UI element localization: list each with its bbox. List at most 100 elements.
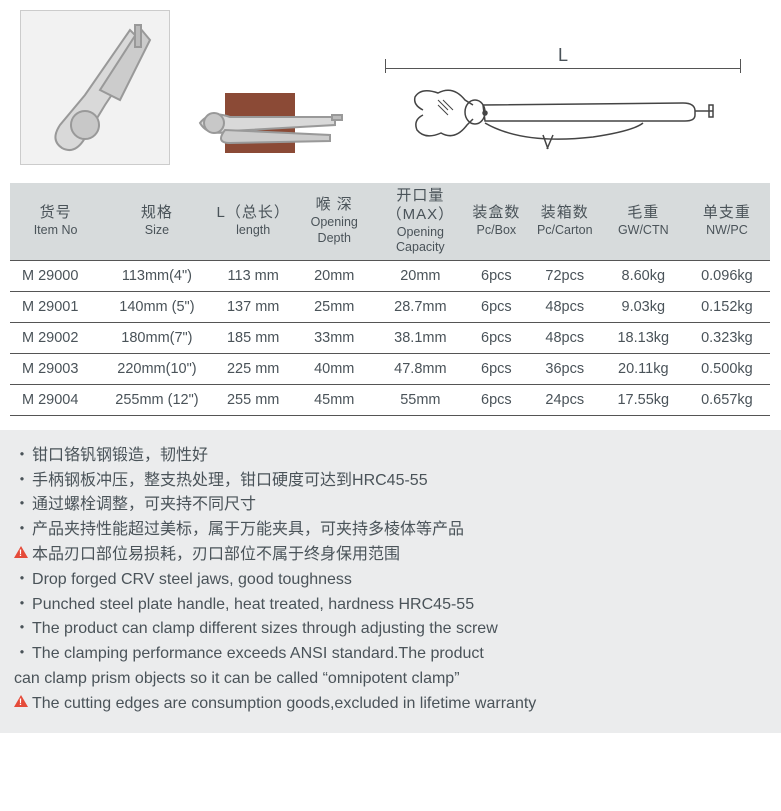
- table-cell: 45mm: [294, 384, 375, 415]
- desc-line: ・产品夹持性能超过美标，属于万能夹具，可夹持多棱体等产品: [14, 518, 767, 543]
- table-cell: 0.657kg: [684, 384, 770, 415]
- table-cell: 0.500kg: [684, 353, 770, 384]
- desc-text: Punched steel plate handle, heat treated…: [32, 596, 474, 613]
- table-cell: 47.8mm: [375, 353, 466, 384]
- product-photo-2: [190, 75, 345, 165]
- col-header-en: GW/CTN: [605, 223, 682, 239]
- desc-text: 钳口铬钒钢锻造，韧性好: [32, 447, 208, 464]
- table-cell: 40mm: [294, 353, 375, 384]
- table-cell: M 29002: [10, 322, 101, 353]
- table-cell: 225 mm: [213, 353, 294, 384]
- table-body: M 29000113mm(4")113 mm20mm20mm6pcs72pcs8…: [10, 260, 770, 415]
- bullet-dot: ・: [14, 521, 30, 538]
- bullet-dot: ・: [14, 472, 30, 489]
- table-cell: 6pcs: [466, 384, 527, 415]
- desc-text: The clamping performance exceeds ANSI st…: [32, 645, 484, 662]
- table-cell: 17.55kg: [603, 384, 684, 415]
- col-header-en: NW/PC: [686, 223, 768, 239]
- desc-line: ・钳口铬钒钢锻造，韧性好: [14, 444, 767, 469]
- desc-text: 通过螺栓调整，可夹持不同尺寸: [32, 496, 256, 513]
- table-cell: 113mm(4"): [101, 260, 212, 291]
- table-cell: 25mm: [294, 291, 375, 322]
- table-cell: 0.096kg: [684, 260, 770, 291]
- table-cell: 255mm (12"): [101, 384, 212, 415]
- table-cell: 113 mm: [213, 260, 294, 291]
- col-header-cn: L（总长）: [215, 204, 292, 223]
- col-header-cn: 喉 深: [296, 196, 373, 215]
- table-row: M 29003220mm(10")225 mm40mm47.8mm6pcs36p…: [10, 353, 770, 384]
- col-header-8: 单支重NW/PC: [684, 183, 770, 260]
- bullet-dot: ・: [14, 620, 30, 637]
- table-cell: 8.60kg: [603, 260, 684, 291]
- desc-text: 本品刃口部位易损耗，刃口部位不属于终身保用范围: [32, 546, 400, 563]
- table-cell: 220mm(10"): [101, 353, 212, 384]
- col-header-en: Pc/Box: [468, 223, 525, 239]
- bullet-dot: ・: [14, 571, 30, 588]
- table-cell: 36pcs: [527, 353, 603, 384]
- desc-line: can clamp prism objects so it can be cal…: [14, 667, 767, 692]
- bullet-dot: ・: [14, 496, 30, 513]
- col-header-4: 开口量（MAX）Opening Capacity: [375, 183, 466, 260]
- bullet-dot: ・: [14, 447, 30, 464]
- col-header-6: 装箱数Pc/Carton: [527, 183, 603, 260]
- table-cell: M 29001: [10, 291, 101, 322]
- col-header-5: 装盒数Pc/Box: [466, 183, 527, 260]
- table-cell: 6pcs: [466, 322, 527, 353]
- table-cell: 48pcs: [527, 322, 603, 353]
- warning-icon: [14, 695, 28, 707]
- col-header-0: 货号Item No: [10, 183, 101, 260]
- desc-text: Drop forged CRV steel jaws, good toughne…: [32, 571, 352, 588]
- table-cell: 6pcs: [466, 291, 527, 322]
- table-cell: 185 mm: [213, 322, 294, 353]
- table-cell: 180mm(7"): [101, 322, 212, 353]
- desc-text: 产品夹持性能超过美标，属于万能夹具，可夹持多棱体等产品: [32, 521, 464, 538]
- table-cell: 20mm: [375, 260, 466, 291]
- table-cell: 48pcs: [527, 291, 603, 322]
- desc-line: ・The product can clamp different sizes t…: [14, 617, 767, 642]
- col-header-cn: 单支重: [686, 204, 768, 223]
- desc-text: 手柄钢板冲压，整支热处理，钳口硬度可达到HRC45-55: [32, 472, 428, 489]
- desc-line: 本品刃口部位易损耗，刃口部位不属于终身保用范围: [14, 543, 767, 568]
- col-header-en: length: [215, 223, 292, 239]
- col-header-3: 喉 深Opening Depth: [294, 183, 375, 260]
- table-cell: 28.7mm: [375, 291, 466, 322]
- table-cell: 72pcs: [527, 260, 603, 291]
- desc-line: ・Punched steel plate handle, heat treate…: [14, 593, 767, 618]
- spec-table: 货号Item No规格SizeL（总长）length喉 深Opening Dep…: [10, 183, 770, 416]
- bullet-dot: ・: [14, 596, 30, 613]
- dimension-line: [385, 68, 741, 69]
- table-cell: 140mm (5"): [101, 291, 212, 322]
- table-cell: 20.11kg: [603, 353, 684, 384]
- col-header-en: Opening Capacity: [377, 225, 464, 256]
- desc-text: can clamp prism objects so it can be cal…: [14, 670, 460, 687]
- desc-line: The cutting edges are consumption goods,…: [14, 692, 767, 717]
- table-cell: 24pcs: [527, 384, 603, 415]
- table-cell: 20mm: [294, 260, 375, 291]
- product-photo-1: [20, 10, 170, 165]
- description-block: ・钳口铬钒钢锻造，韧性好・手柄钢板冲压，整支热处理，钳口硬度可达到HRC45-5…: [0, 430, 781, 733]
- table-cell: 33mm: [294, 322, 375, 353]
- table-cell: 6pcs: [466, 353, 527, 384]
- desc-text: The product can clamp different sizes th…: [32, 620, 498, 637]
- table-cell: M 29003: [10, 353, 101, 384]
- table-row: M 29001140mm (5")137 mm25mm28.7mm6pcs48p…: [10, 291, 770, 322]
- dimension-label: L: [365, 45, 761, 66]
- table-header-row: 货号Item No规格SizeL（总长）length喉 深Opening Dep…: [10, 183, 770, 260]
- images-row: L: [0, 0, 781, 175]
- col-header-en: Opening Depth: [296, 215, 373, 246]
- table-cell: 9.03kg: [603, 291, 684, 322]
- col-header-cn: 货号: [12, 204, 99, 223]
- table-cell: 18.13kg: [603, 322, 684, 353]
- table-cell: 55mm: [375, 384, 466, 415]
- table-cell: 0.152kg: [684, 291, 770, 322]
- desc-line: ・通过螺栓调整，可夹持不同尺寸: [14, 493, 767, 518]
- table-cell: 38.1mm: [375, 322, 466, 353]
- col-header-cn: 装箱数: [529, 204, 601, 223]
- table-cell: 6pcs: [466, 260, 527, 291]
- col-header-2: L（总长）length: [213, 183, 294, 260]
- col-header-7: 毛重GW/CTN: [603, 183, 684, 260]
- col-header-cn: 规格: [103, 204, 210, 223]
- table-row: M 29004255mm (12")255 mm45mm55mm6pcs24pc…: [10, 384, 770, 415]
- desc-line: ・Drop forged CRV steel jaws, good toughn…: [14, 568, 767, 593]
- col-header-cn: 开口量（MAX）: [377, 187, 464, 225]
